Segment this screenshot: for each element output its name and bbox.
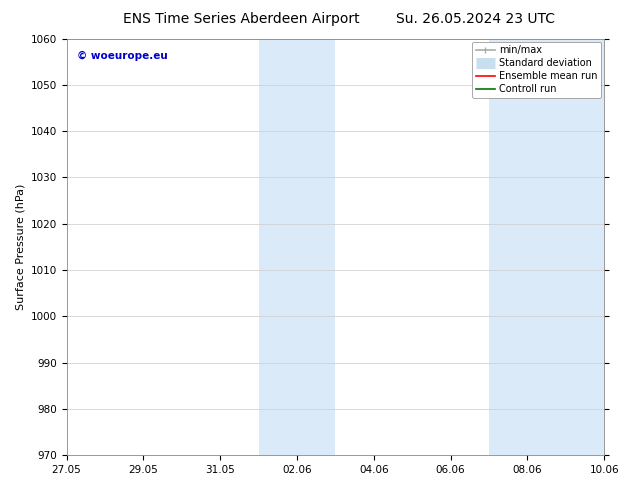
Y-axis label: Surface Pressure (hPa): Surface Pressure (hPa) (15, 184, 25, 310)
Bar (259, 39, 335, 455)
Text: ENS Time Series Aberdeen Airport: ENS Time Series Aberdeen Airport (122, 12, 359, 26)
Bar (489, 39, 604, 455)
Text: Su. 26.05.2024 23 UTC: Su. 26.05.2024 23 UTC (396, 12, 555, 26)
Legend: min/max, Standard deviation, Ensemble mean run, Controll run: min/max, Standard deviation, Ensemble me… (472, 42, 601, 98)
Text: © woeurope.eu: © woeurope.eu (77, 51, 168, 61)
